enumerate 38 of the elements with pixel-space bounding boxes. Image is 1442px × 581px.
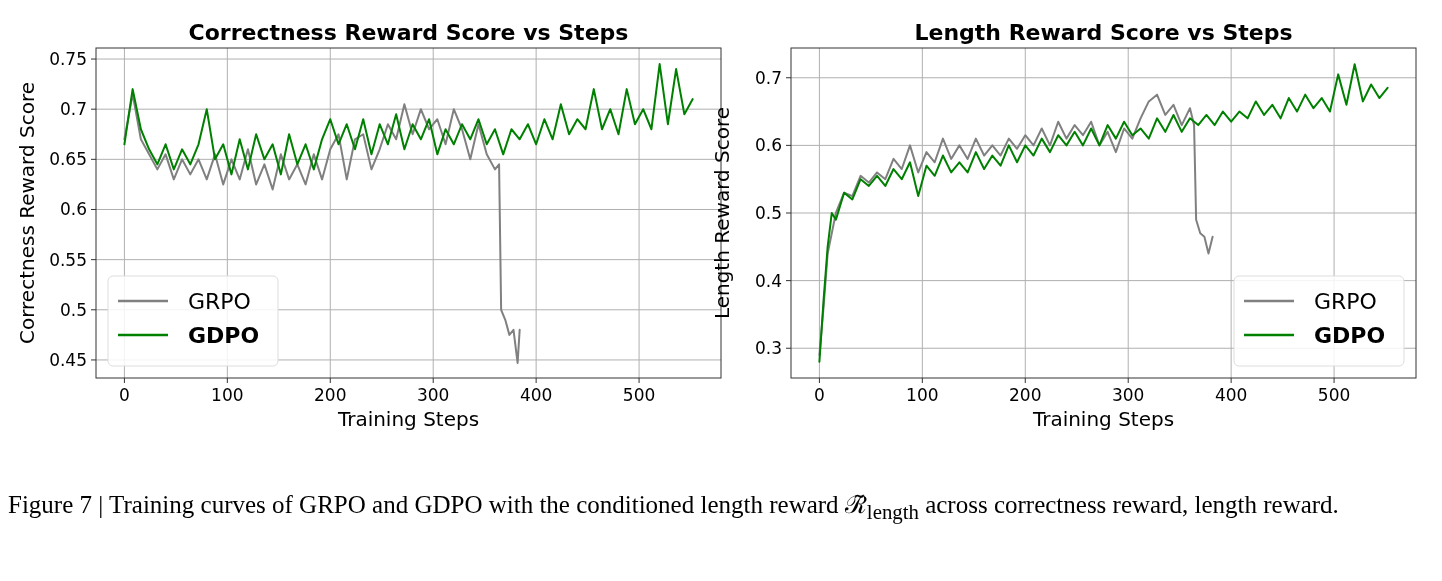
x-tick-label: 500 [622,385,656,405]
line-series [818,63,1389,363]
y-tick-label: 0.6 [754,135,782,156]
x-tick-label: 0 [119,385,130,405]
x-tick-label: 300 [1111,385,1145,405]
x-tick-label: 200 [314,385,347,405]
y-tick-label: 0.65 [49,149,87,170]
caption: Figure 7 | Training curves of GRPO and GDPO with the conditioned length reward ℛ̃$_{length}$ across correctness reward, length reward. [8,490,1340,526]
x-axis-title: Training Steps [1031,407,1175,431]
line-series [123,63,694,176]
legend-label: GDPO [188,322,260,348]
y-axis-title: Length Reward Score [710,106,734,320]
legend-label: GRPO [1314,288,1377,314]
chart-title: Correctness Reward Score vs Steps [188,20,629,45]
y-tick-label: 0.6 [59,199,87,220]
line-series [818,93,1214,357]
x-tick-label: 0 [814,385,825,405]
legend-label: GDPO [1314,322,1386,348]
y-tick-label: 0.4 [754,270,782,291]
x-tick-label: 100 [211,385,244,405]
legend-label: GRPO [188,288,251,314]
x-tick-label: 100 [906,385,939,405]
y-tick-label: 0.7 [59,99,87,120]
x-tick-label: 400 [1214,385,1248,405]
x-tick-label: 300 [416,385,450,405]
y-axis-title: Correctness Reward Score [15,81,39,345]
y-tick-label: 0.55 [49,249,87,270]
x-tick-label: 400 [519,385,553,405]
chart-title: Length Reward Score vs Steps [914,20,1293,45]
y-tick-label: 0.7 [754,67,782,88]
x-tick-label: 500 [1317,385,1351,405]
y-tick-label: 0.45 [49,349,87,370]
y-tick-label: 0.5 [59,299,87,320]
x-axis-title: Training Steps [336,407,480,431]
y-tick-label: 0.5 [754,202,782,223]
x-tick-label: 200 [1009,385,1042,405]
y-tick-label: 0.3 [754,338,782,359]
y-tick-label: 0.75 [49,48,87,69]
